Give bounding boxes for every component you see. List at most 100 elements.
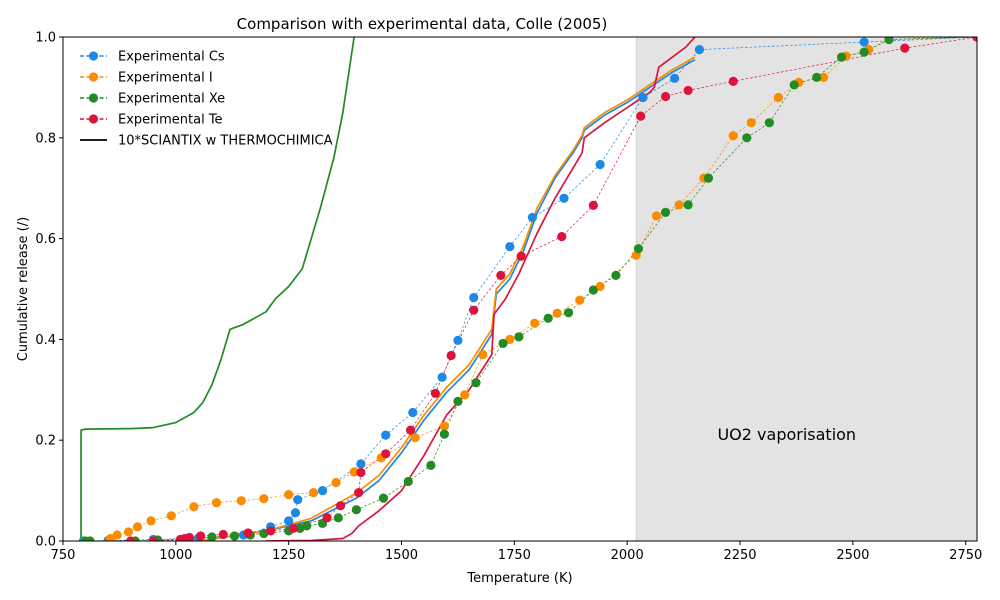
experimental-cs-point (595, 159, 605, 170)
experimental-cs-point (669, 73, 680, 83)
experimental-i-point (439, 421, 449, 431)
experimental-cs-point (527, 212, 538, 223)
y-tick-label: 0.6 (35, 232, 56, 247)
experimental-te-point (266, 526, 276, 536)
experimental-te-point (288, 523, 298, 534)
experimental-i-point (146, 516, 156, 526)
experimental-i-point (132, 522, 143, 532)
experimental-xe-point (742, 133, 752, 143)
experimental-cs-point (290, 508, 301, 518)
y-tick-label: 0.4 (35, 333, 56, 348)
experimental-xe-point (351, 505, 361, 515)
experimental-i-point (575, 295, 585, 305)
experimental-i-point (674, 200, 684, 210)
experimental-cs-point (356, 459, 366, 469)
experimental-te-point (184, 532, 194, 541)
experimental-cs-point (505, 242, 515, 252)
experimental-xe-point (563, 308, 574, 318)
experimental-cs-point (381, 430, 391, 440)
experimental-xe-point (333, 513, 343, 523)
experimental-xe-point (453, 396, 463, 406)
experimental-i-point (773, 92, 784, 103)
legend-label: 10*SCIANTIX w THERMOCHIMICA (118, 134, 333, 149)
experimental-i-point (331, 477, 341, 488)
experimental-i-point (595, 281, 605, 292)
experimental-i-point (410, 433, 420, 443)
y-axis-label: Cumulative release (/) (16, 217, 31, 361)
experimental-i-point (112, 530, 122, 540)
experimental-xe-point (543, 313, 553, 323)
y-tick-label: 0.2 (35, 434, 56, 449)
experimental-xe-point (884, 37, 894, 45)
chart-title: Comparison with experimental data, Colle… (237, 15, 608, 33)
legend-marker (88, 51, 99, 61)
experimental-te-point (516, 251, 526, 261)
experimental-te-point (356, 467, 366, 478)
x-tick-label: 1000 (159, 548, 192, 563)
y-tick-label: 0.8 (35, 131, 56, 146)
series-markers (78, 37, 977, 541)
experimental-te-point (446, 350, 456, 361)
experimental-i-point (460, 390, 470, 400)
experimental-i-point (746, 118, 756, 128)
experimental-te-point (660, 91, 671, 102)
experimental-i-point (728, 131, 738, 141)
experimental-xe-point (703, 173, 714, 183)
experimental-te-point (354, 488, 364, 498)
x-tick-label: 2750 (949, 548, 982, 563)
experimental-xe-point (471, 378, 481, 388)
experimental-cs-point (453, 335, 463, 346)
legend-label: Experimental Te (118, 113, 223, 128)
experimental-xe-point (403, 476, 413, 487)
model-i-line (198, 56, 696, 541)
experimental-xe-point (85, 536, 95, 541)
legend-label: Experimental Cs (118, 50, 225, 65)
experimental-te-point (148, 536, 158, 541)
experimental-i-point (651, 211, 662, 221)
legend-marker (88, 93, 99, 103)
experimental-cs-point (859, 37, 869, 47)
experimental-xe-point (498, 338, 508, 349)
experimental-i-point (505, 334, 515, 344)
experimental-te-point (196, 531, 206, 541)
legend-item-experimental-cs: Experimental Cs (80, 50, 225, 65)
legend-item-experimental-xe: Experimental Xe (80, 92, 225, 107)
experimental-xe-point (859, 47, 869, 57)
experimental-te-point (683, 85, 693, 96)
experimental-xe-point (439, 429, 449, 439)
x-tick-label: 1250 (272, 548, 305, 563)
experimental-te-point (243, 528, 253, 538)
experimental-te-point (588, 200, 598, 210)
experimental-xe-point (789, 80, 799, 90)
legend-item-experimental-te: Experimental Te (80, 113, 223, 128)
experimental-te-point (496, 270, 506, 280)
experimental-xe-point (660, 207, 671, 217)
experimental-i-point (166, 511, 176, 521)
experimental-i-point (189, 502, 199, 512)
experimental-xe-point (683, 200, 693, 210)
x-tick-label: 2500 (836, 548, 869, 563)
experimental-xe-point (514, 332, 524, 342)
experimental-xe-point (229, 531, 240, 541)
legend: Experimental Cs Experimental I Experimenta… (80, 50, 333, 149)
experimental-xe-point (611, 270, 621, 280)
experimental-xe-point (378, 493, 389, 503)
experimental-xe-point (302, 521, 312, 531)
shaded-region (635, 37, 977, 541)
experimental-cs-point (469, 292, 479, 303)
experimental-i-point (818, 72, 829, 82)
experimental-i-point (259, 494, 269, 504)
experimental-xe-point (836, 52, 847, 62)
y-tick-label: 1.0 (35, 31, 56, 46)
experimental-cs-point (317, 486, 328, 496)
experimental-te-point (972, 37, 977, 42)
legend-label: Experimental Xe (118, 92, 225, 107)
experimental-te-point (636, 111, 646, 121)
experimental-cs-point (694, 45, 705, 55)
experimental-te-point (322, 513, 332, 523)
shaded-region-label: UO2 vaporisation (717, 425, 856, 444)
experimental-te-point (900, 43, 910, 53)
experimental-te-point (728, 76, 738, 86)
uo2-vaporisation-region (636, 37, 977, 541)
